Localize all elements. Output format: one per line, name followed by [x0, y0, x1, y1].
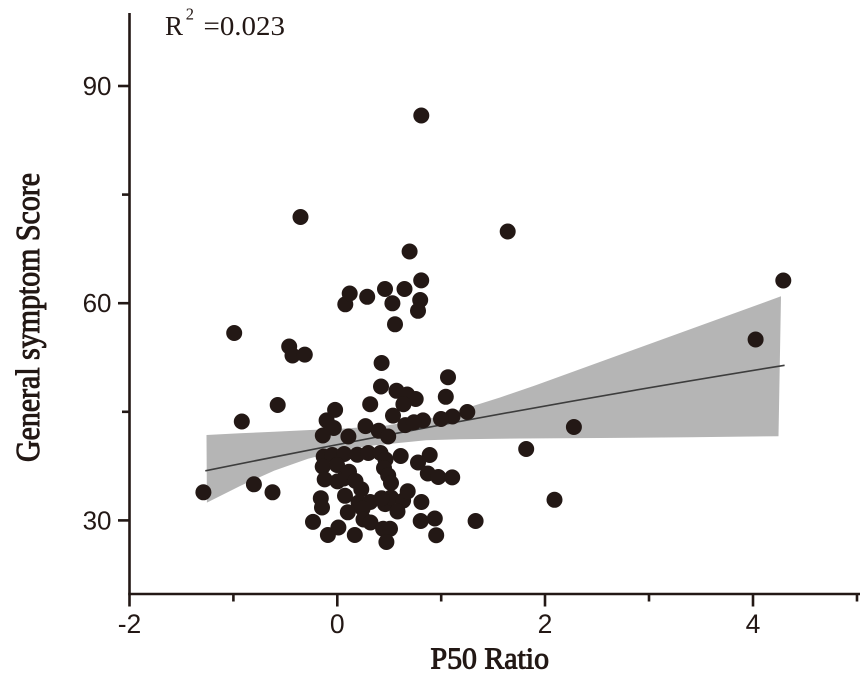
svg-text:30: 30 [83, 505, 112, 535]
svg-text:90: 90 [83, 71, 112, 101]
svg-text:4: 4 [746, 609, 761, 639]
svg-text:R: R [165, 11, 183, 41]
svg-text:=0.023: =0.023 [204, 11, 286, 41]
svg-text:-2: -2 [118, 609, 142, 639]
svg-text:2: 2 [538, 609, 553, 639]
svg-text:0: 0 [330, 609, 345, 639]
svg-text:P50 Ratio: P50 Ratio [431, 642, 550, 676]
svg-text:60: 60 [83, 288, 112, 318]
svg-text:2: 2 [186, 5, 194, 24]
svg-text:General symptom Score: General symptom Score [10, 173, 47, 462]
